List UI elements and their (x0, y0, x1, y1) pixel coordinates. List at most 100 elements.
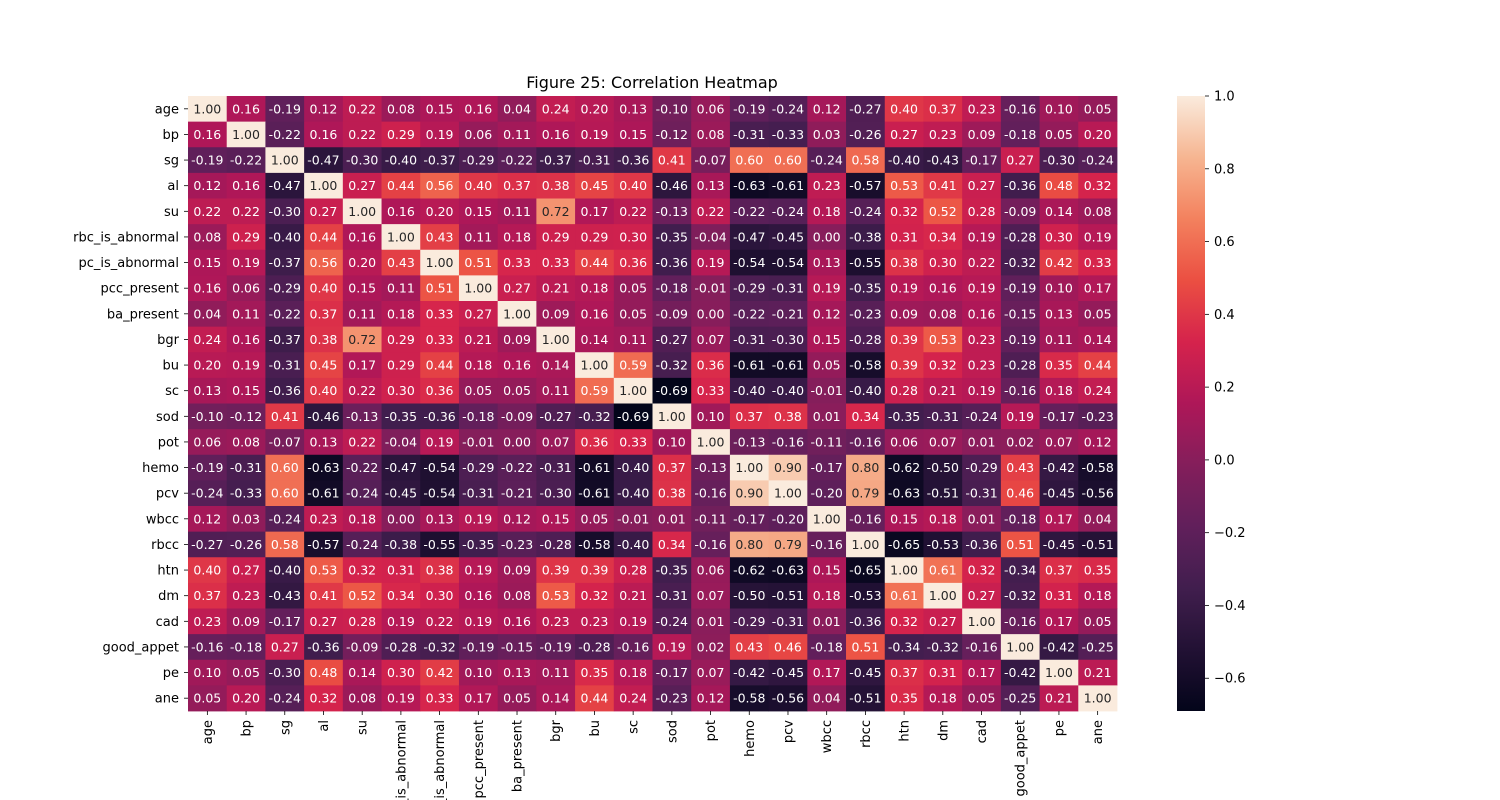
cell-value-label-bp-age: 0.16 (193, 127, 221, 142)
heatmap-cell-pcv-pc_is_abnormal (420, 480, 460, 507)
cell-value-label-bp-dm: 0.23 (929, 127, 957, 142)
heatmap-cell-pcc_present-sod (652, 275, 692, 302)
heatmap-cell-age-pot (691, 96, 731, 123)
heatmap-cell-bgr-bgr (536, 326, 576, 353)
cell-value-label-pe-age: 0.10 (193, 665, 221, 680)
y-tick-label-pcc_present: pcc_present (101, 282, 179, 297)
cell-value-label-htn-wbcc: 0.15 (813, 563, 841, 578)
cell-value-label-good_appet-bu: -0.28 (578, 639, 610, 654)
cell-value-label-age-wbcc: 0.12 (813, 101, 841, 116)
cell-value-label-pcc_present-pcc_present: 1.00 (464, 281, 492, 296)
x-tick-label-bu: bu (588, 720, 603, 737)
cell-value-label-pe-sg: -0.30 (269, 665, 301, 680)
heatmap-cell-sod-bp (226, 403, 266, 430)
cell-value-label-cad-hemo: -0.29 (733, 614, 765, 629)
cell-value-label-cad-pe: 0.17 (1045, 614, 1073, 629)
cell-value-label-sc-sod: -0.69 (656, 383, 688, 398)
cell-value-label-pot-bp: 0.08 (232, 434, 260, 449)
cell-value-label-bu-pot: 0.36 (697, 358, 725, 373)
heatmap-cell-sc-htn (884, 377, 924, 404)
heatmap-cell-bgr-htn (884, 326, 924, 353)
cell-value-label-hemo-pc_is_abnormal: -0.54 (423, 460, 455, 475)
heatmap-cell-hemo-sc (613, 454, 653, 481)
heatmap-cell-cad-rbc_is_abnormal (381, 608, 421, 635)
cell-value-label-hemo-pcc_present: -0.29 (462, 460, 494, 475)
heatmap-cell-rbcc-pcc_present (458, 531, 499, 558)
heatmap-cell-pc_is_abnormal-rbc_is_abnormal (381, 249, 421, 276)
heatmap-cell-bgr-wbcc (807, 326, 847, 353)
heatmap-cell-age-su (342, 96, 382, 123)
cell-value-label-wbcc-su: 0.18 (348, 511, 376, 526)
cell-value-label-rbc_is_abnormal-wbcc: 0.00 (813, 229, 841, 244)
heatmap-cell-sg-pe (1039, 147, 1079, 174)
heatmap-cell-ba_present-su (342, 301, 382, 328)
cell-value-label-rbcc-ane: -0.51 (1081, 537, 1113, 552)
cell-value-label-su-rbcc: -0.24 (849, 204, 881, 219)
cell-value-label-ane-bu: 0.44 (581, 691, 609, 706)
heatmap-cell-ba_present-good_appet (1000, 301, 1040, 328)
cell-value-label-rbcc-rbc_is_abnormal: -0.38 (385, 537, 417, 552)
heatmap-cell-bu-wbcc (807, 352, 847, 379)
cell-value-label-sc-sc: 1.00 (619, 383, 647, 398)
cell-value-label-pc_is_abnormal-hemo: -0.54 (733, 255, 765, 270)
cell-value-label-cad-pc_is_abnormal: 0.22 (426, 614, 454, 629)
heatmap-cell-ba_present-sg (265, 301, 305, 328)
heatmap-cell-bgr-sc (613, 326, 653, 353)
cell-value-label-good_appet-al: -0.36 (307, 639, 339, 654)
cell-value-label-pcv-bu: -0.61 (578, 486, 610, 501)
heatmap-cell-sc-dm (923, 377, 963, 404)
y-tick-label-ba_present: ba_present (107, 307, 179, 322)
cell-value-label-good_appet-su: -0.09 (346, 639, 378, 654)
cell-value-label-pe-ba_present: 0.13 (503, 665, 531, 680)
heatmap-cell-pcv-rbc_is_abnormal (381, 480, 421, 507)
cell-value-label-hemo-dm: -0.50 (927, 460, 959, 475)
y-tick-label-sod: sod (156, 410, 179, 425)
heatmap-cell-dm-pc_is_abnormal (420, 582, 460, 609)
heatmap-cell-wbcc-pe (1039, 506, 1079, 533)
x-tick-label-good_appet: good_appet (1014, 720, 1029, 796)
heatmap-cell-sc-pe (1039, 377, 1079, 404)
heatmap-cell-sg-dm (923, 147, 963, 174)
cell-value-label-pot-rbcc: -0.16 (849, 434, 881, 449)
cell-value-label-age-dm: 0.37 (929, 101, 957, 116)
heatmap-cell-pc_is_abnormal-sg (265, 249, 305, 276)
cell-value-label-pcc_present-sc: 0.05 (619, 281, 647, 296)
cell-value-label-al-pcc_present: 0.40 (464, 178, 492, 193)
heatmap-cell-pot-bu (575, 429, 615, 456)
cell-value-label-al-sod: -0.46 (656, 178, 688, 193)
heatmap-cell-sod-hemo (729, 403, 770, 430)
heatmap-cell-age-htn (884, 96, 924, 123)
cell-value-label-hemo-bp: -0.31 (230, 460, 262, 475)
heatmap-cell-rbcc-bgr (536, 531, 576, 558)
heatmap-cell-bu-pcv (768, 352, 808, 379)
heatmap-cell-rbc_is_abnormal-sg (265, 224, 305, 251)
cell-value-label-sg-rbcc: 0.58 (851, 153, 879, 168)
heatmap-cell-ane-ane (1078, 685, 1118, 712)
heatmap-cell-ane-al (304, 685, 344, 712)
cell-value-label-rbc_is_abnormal-bu: 0.29 (581, 229, 609, 244)
cell-value-label-wbcc-age: 0.12 (193, 511, 221, 526)
heatmap-cell-pe-ane (1078, 659, 1118, 686)
x-tick-label-bgr: bgr (549, 719, 564, 742)
cell-value-label-rbcc-sc: -0.40 (617, 537, 649, 552)
heatmap-cell-pc_is_abnormal-bp (226, 249, 266, 276)
heatmap-cell-hemo-pcv (768, 454, 808, 481)
cell-value-label-pcc_present-sod: -0.18 (656, 281, 688, 296)
heatmap-cell-pcc_present-bu (575, 275, 615, 302)
cell-value-label-htn-good_appet: -0.34 (1004, 563, 1036, 578)
heatmap-cell-sg-pc_is_abnormal (420, 147, 460, 174)
heatmap-cell-pcc_present-dm (923, 275, 963, 302)
heatmap-cell-bu-pot (691, 352, 731, 379)
heatmap-cell-pc_is_abnormal-pc_is_abnormal (420, 249, 460, 276)
heatmap-cell-age-sod (652, 96, 692, 123)
heatmap-cell-pcv-bu (575, 480, 615, 507)
heatmap-cell-rbcc-sc (613, 531, 653, 558)
heatmap-cell-wbcc-sc (613, 506, 653, 533)
x-tick-label-ane: ane (1091, 720, 1106, 744)
heatmap-cell-bp-ane (1078, 121, 1118, 148)
x-tick-label-su: su (356, 720, 371, 735)
heatmap-cell-pe-bp (226, 659, 266, 686)
heatmap-cell-rbc_is_abnormal-hemo (729, 224, 770, 251)
heatmap-cell-htn-pcv (768, 557, 808, 584)
cell-value-label-dm-pot: 0.07 (697, 588, 725, 603)
